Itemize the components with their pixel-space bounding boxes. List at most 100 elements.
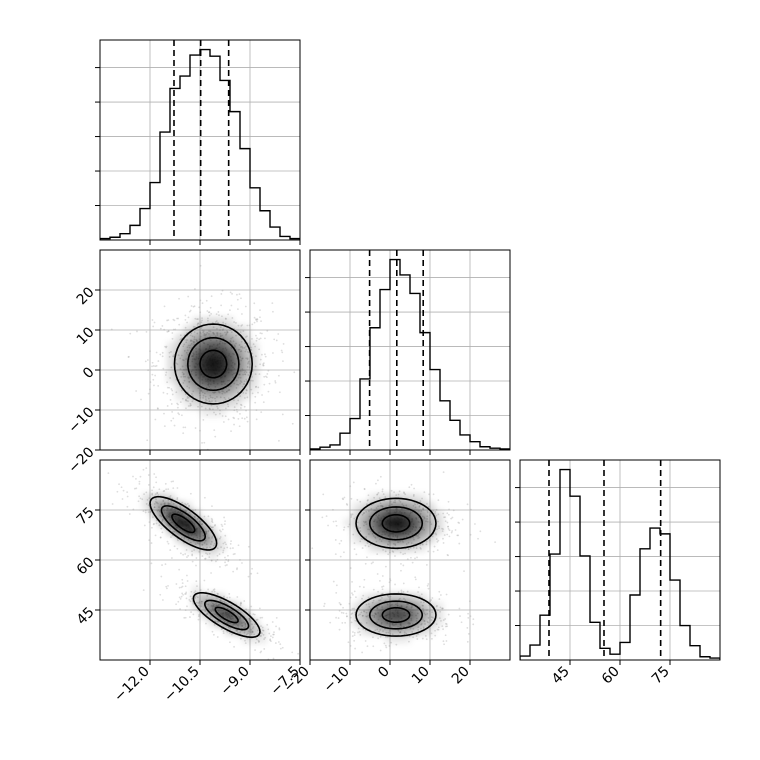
density-cell (225, 400, 234, 409)
sample-point (427, 583, 430, 585)
sample-point (190, 305, 193, 307)
sample-point (213, 588, 216, 591)
sample-point (271, 621, 274, 623)
histogram-bin (370, 328, 380, 450)
sample-point (154, 374, 157, 377)
histogram-bin (460, 435, 470, 450)
sample-point (151, 365, 153, 368)
sample-point (138, 480, 141, 483)
density-cell (241, 350, 251, 359)
density-cell (418, 618, 428, 628)
sample-point (272, 310, 274, 313)
sample-point (155, 364, 158, 367)
sample-point (381, 586, 383, 588)
sample-point (164, 345, 167, 348)
sample-point (381, 490, 384, 493)
sample-point (349, 644, 352, 647)
sample-point (202, 418, 205, 421)
density-cell (233, 400, 243, 409)
sample-point (273, 631, 275, 634)
sample-point (459, 615, 461, 617)
sample-point (363, 487, 366, 490)
panel-frame (309, 249, 511, 451)
density-cell (166, 341, 176, 351)
sample-point (468, 600, 471, 603)
sample-point (171, 557, 173, 559)
sample-point (184, 609, 187, 612)
sample-point (327, 524, 329, 527)
sample-point (429, 600, 431, 603)
sample-point (384, 565, 387, 568)
density-cell (393, 501, 403, 511)
density-cell (208, 325, 218, 334)
sample-point (159, 353, 162, 356)
sample-point (335, 584, 338, 587)
sample-point (178, 413, 181, 416)
tick-label-y: −20 (65, 444, 97, 476)
density-cell (368, 601, 378, 611)
density-cell (241, 325, 251, 334)
sample-point (412, 636, 415, 639)
sample-point (229, 291, 232, 294)
sample-point (227, 313, 230, 316)
sample-point (192, 613, 195, 616)
density-cell (200, 400, 209, 409)
sample-point (165, 488, 168, 491)
sample-point (237, 417, 240, 420)
histogram-bin (140, 209, 150, 240)
histogram-bin (580, 556, 590, 660)
sample-point (448, 508, 450, 511)
sample-point (135, 487, 138, 490)
tick-label-y: −10 (65, 404, 97, 436)
sample-point (179, 608, 181, 610)
tick-label-x: 10 (409, 664, 433, 688)
density-cell (376, 543, 386, 553)
sample-point (423, 491, 426, 494)
sample-point (357, 627, 360, 630)
sample-point (469, 615, 472, 618)
sample-point (442, 542, 445, 544)
sample-point (346, 504, 349, 506)
sample-point (460, 621, 463, 624)
sample-point (254, 395, 257, 398)
density-cell (351, 618, 361, 628)
density-cell (393, 593, 403, 603)
sample-point (267, 628, 270, 631)
density-cell (183, 366, 193, 376)
sample-point (341, 497, 344, 500)
sample-point (275, 625, 277, 628)
sample-point (271, 636, 274, 639)
sample-point (176, 317, 178, 320)
sample-point (170, 403, 173, 405)
sample-point (259, 358, 262, 361)
sample-point (203, 579, 206, 582)
density-cell (343, 518, 353, 528)
sample-point (229, 547, 232, 550)
sample-point (182, 594, 184, 596)
sample-point (161, 564, 163, 566)
sample-point (291, 651, 294, 654)
sample-point (224, 564, 227, 567)
sample-point (146, 439, 149, 442)
sample-point (187, 554, 190, 557)
sample-point (393, 491, 395, 494)
sample-point (447, 500, 450, 503)
sample-point (145, 331, 148, 333)
density-cell (426, 510, 436, 519)
sample-point (305, 339, 307, 341)
density-cell (191, 358, 201, 368)
sample-point (267, 390, 270, 393)
tick-label-x: 0 (375, 664, 393, 682)
sample-point (189, 600, 192, 603)
sample-point (164, 482, 167, 485)
sample-point (221, 289, 224, 292)
tick-label-x: 20 (449, 664, 473, 688)
density-cell (360, 526, 369, 536)
histogram-bin (270, 227, 280, 240)
sample-point (389, 578, 391, 580)
sample-point (438, 590, 441, 593)
sample-point (220, 304, 223, 307)
density-cell (360, 610, 369, 619)
histogram-outline (520, 468, 720, 660)
tick-label-x: 60 (599, 664, 623, 688)
